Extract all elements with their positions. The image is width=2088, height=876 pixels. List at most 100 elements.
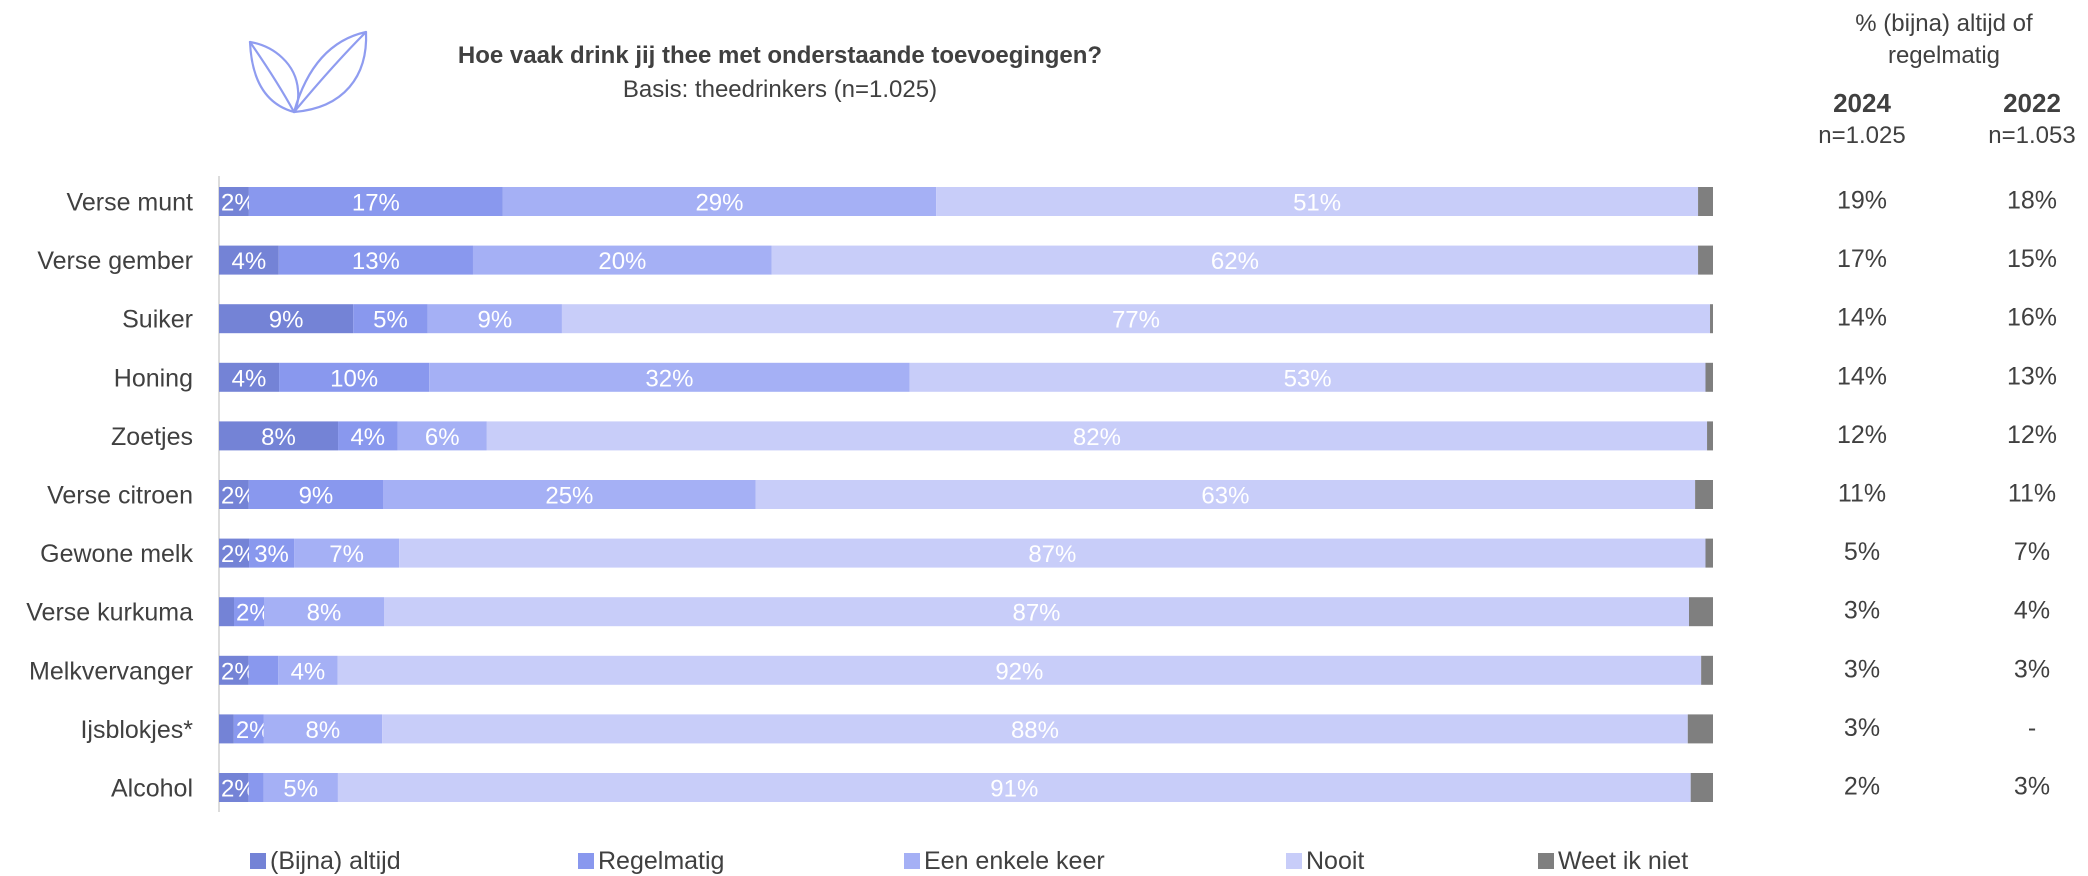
bar-segment-honing-0	[219, 362, 280, 392]
bar-segment-melkvervanger-4	[1701, 655, 1713, 685]
data-label-gewone-melk-2: 7%	[329, 541, 364, 568]
bar-segment-zoetjes-4	[1707, 421, 1713, 451]
data-label-suiker-1: 5%	[373, 307, 408, 334]
bar-segment-honing-4	[1705, 362, 1713, 392]
column-n-2022: n=1.053	[1988, 122, 2076, 149]
bar-segment-zoetjes-3	[486, 421, 1708, 451]
bar-segment-verse-kurkuma-4	[1689, 597, 1713, 627]
bar-segment-verse-citroen-2	[383, 480, 756, 509]
data-label-verse-gember-0: 4%	[232, 248, 267, 275]
data-label-verse-kurkuma-2: 8%	[307, 600, 342, 627]
bar-segment-zoetjes-1	[338, 421, 398, 451]
bar-segment-verse-kurkuma-1	[234, 597, 264, 627]
bar-segment-honing-1	[279, 362, 430, 392]
category-label-suiker: Suiker	[122, 306, 193, 334]
bar-segment-ijsblokjes-4	[1687, 714, 1713, 744]
bar-segment-gewone-melk-4	[1705, 538, 1713, 568]
summary-2022-melkvervanger: 3%	[2014, 655, 2050, 683]
data-label-verse-munt-2: 29%	[695, 190, 743, 217]
data-label-honing-2: 32%	[645, 365, 693, 392]
summary-2022-ijsblokjes: -	[2028, 714, 2036, 742]
legend-label: Nooit	[1306, 846, 1365, 875]
column-n-2024: n=1.025	[1818, 122, 1906, 149]
legend-label: Regelmatig	[598, 846, 725, 875]
column-year-2024: 2024	[1833, 88, 1891, 118]
legend-label: (Bijna) altijd	[270, 846, 401, 875]
bar-segment-ijsblokjes-2	[263, 714, 383, 744]
bar-segment-suiker-0	[219, 304, 354, 334]
category-label-melkvervanger: Melkvervanger	[29, 657, 193, 685]
chart-subtitle: Basis: theedrinkers (n=1.025)	[622, 76, 938, 103]
data-label-gewone-melk-3: 87%	[1028, 541, 1076, 568]
bar-segment-honing-2	[429, 362, 910, 392]
data-label-zoetjes-2: 6%	[425, 424, 460, 451]
bar-segment-gewone-melk-1	[249, 538, 295, 568]
bar-segment-gewone-melk-0	[219, 538, 250, 568]
bar-segment-verse-munt-3	[936, 187, 1699, 216]
bar-segment-verse-citroen-4	[1695, 480, 1713, 509]
bar-segment-suiker-1	[353, 304, 428, 334]
category-label-gewone-melk: Gewone melk	[40, 540, 193, 568]
bar-segment-zoetjes-0	[219, 421, 339, 451]
bar-segment-suiker-4	[1710, 304, 1713, 334]
summary-2024-honing: 14%	[1837, 362, 1887, 390]
summary-2024-suiker: 14%	[1837, 304, 1887, 332]
column-year-2022: 2022	[2003, 88, 2061, 118]
data-label-honing-1: 10%	[330, 365, 378, 392]
summary-2022-verse-citroen: 11%	[2008, 480, 2056, 508]
summary-2024-melkvervanger: 3%	[1844, 655, 1880, 683]
summary-2024-ijsblokjes: 3%	[1844, 714, 1880, 742]
category-label-alcohol: Alcohol	[111, 775, 193, 803]
data-label-alcohol-3: 91%	[990, 776, 1038, 803]
data-label-alcohol-2: 5%	[283, 776, 318, 803]
data-label-zoetjes-3: 82%	[1073, 424, 1121, 451]
summary-2022-gewone-melk: 7%	[2014, 538, 2050, 566]
bar-segment-alcohol-1	[248, 773, 264, 802]
summary-2022-suiker: 16%	[2007, 304, 2057, 332]
bar-segment-verse-gember-4	[1698, 245, 1713, 275]
summary-2024-zoetjes: 12%	[1837, 421, 1887, 449]
bar-segment-verse-citroen-3	[755, 480, 1696, 509]
bar-segment-melkvervanger-0	[219, 655, 249, 685]
category-label-ijsblokjes: Ijsblokjes*	[80, 716, 193, 744]
bar-segment-verse-munt-4	[1698, 187, 1713, 216]
bar-segment-verse-munt-0	[219, 187, 249, 216]
data-label-verse-citroen-1: 9%	[299, 483, 334, 510]
category-label-verse-munt: Verse munt	[67, 189, 194, 217]
data-label-honing-3: 53%	[1284, 365, 1332, 392]
category-label-honing: Honing	[114, 364, 193, 392]
summary-2024-verse-gember: 17%	[1837, 245, 1887, 273]
bar-segment-melkvervanger-1	[248, 655, 279, 685]
summary-2024-gewone-melk: 5%	[1844, 538, 1880, 566]
summary-2022-verse-gember: 15%	[2007, 245, 2057, 273]
bar-segment-melkvervanger-3	[337, 655, 1702, 685]
category-label-zoetjes: Zoetjes	[111, 423, 193, 451]
summary-2022-honing: 13%	[2007, 362, 2057, 390]
data-label-honing-0: 4%	[232, 365, 267, 392]
bar-segment-verse-gember-1	[278, 245, 473, 275]
legend-swatch	[1538, 853, 1554, 869]
category-label-verse-kurkuma: Verse kurkuma	[26, 599, 193, 627]
legend-item-nooit: Nooit	[1286, 846, 1364, 876]
legend-item-weet-ik-niet: Weet ik niet	[1538, 846, 1688, 876]
legend-item-bijna-altijd: (Bijna) altijd	[250, 846, 401, 876]
bar-segment-zoetjes-2	[397, 421, 487, 451]
summary-2022-zoetjes: 12%	[2007, 421, 2057, 449]
bar-segment-suiker-2	[427, 304, 562, 334]
bar-segment-verse-gember-0	[219, 245, 279, 275]
bar-segment-gewone-melk-3	[399, 538, 1706, 568]
legend-label: Een enkele keer	[924, 846, 1105, 875]
data-label-suiker-0: 9%	[269, 307, 304, 334]
bar-segment-verse-munt-2	[502, 187, 937, 216]
data-label-verse-munt-3: 51%	[1293, 190, 1341, 217]
data-label-verse-citroen-2: 25%	[545, 483, 593, 510]
data-label-verse-citroen-3: 63%	[1201, 483, 1249, 510]
data-label-zoetjes-0: 8%	[261, 424, 296, 451]
data-label-verse-gember-2: 20%	[598, 248, 646, 275]
summary-2024-alcohol: 2%	[1844, 773, 1880, 801]
bar-segment-alcohol-2	[263, 773, 338, 802]
bar-segment-alcohol-4	[1690, 773, 1713, 802]
summary-2024-verse-munt: 19%	[1837, 187, 1887, 215]
data-label-verse-munt-1: 17%	[352, 190, 400, 217]
legend-swatch	[578, 853, 594, 869]
